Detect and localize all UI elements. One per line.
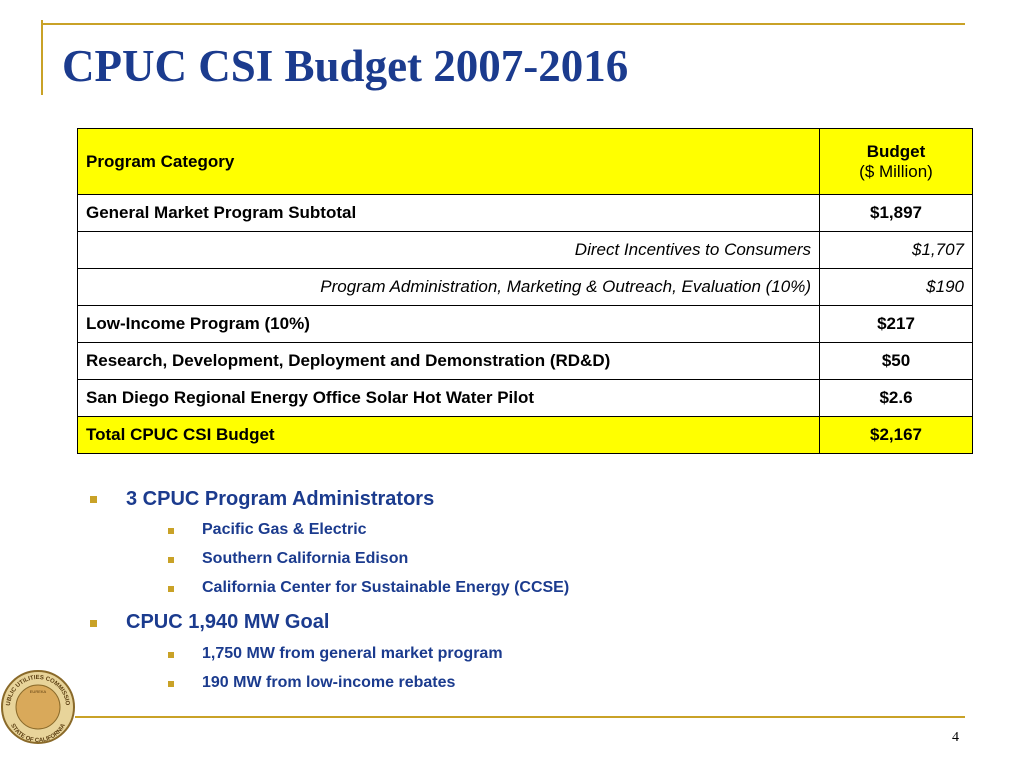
cell: $217 (819, 305, 973, 343)
row: Direct Incentives to Consumers $1,707 (77, 231, 973, 269)
row: Program Administration, Marketing & Outr… (77, 268, 973, 306)
header-row: Program Category Budget ($ Million) (77, 128, 973, 195)
header-cell: Program Category (77, 128, 820, 195)
cell: San Diego Regional Energy Office Solar H… (77, 379, 820, 417)
cell: $50 (819, 342, 973, 380)
bullet (168, 528, 174, 534)
seal-motto: EUREKA (30, 689, 47, 694)
seal-text: PUBLIC UTILITIES COMMISSION (0, 0, 70, 706)
sub-bullet-text: 1,750 MW from general market program (202, 645, 503, 662)
cell: $190 (819, 268, 973, 306)
cell: General Market Program Subtotal (77, 194, 820, 232)
sub-bullet-text: California Center for Sustainable Energy… (202, 579, 570, 596)
row: General Market Program Subtotal $1,897 (77, 194, 973, 232)
header-cell: Budget ($ Million) (819, 128, 973, 195)
sub-bullet-text: 190 MW from low-income rebates (202, 674, 456, 691)
cell: Direct Incentives to Consumers (77, 231, 820, 269)
bullet-text: CPUC 1,940 MW Goal (126, 611, 330, 633)
total-row: Total CPUC CSI Budget $2,167 (77, 416, 973, 454)
bullet (90, 620, 97, 627)
bullet (168, 586, 174, 592)
seal-top: PUBLIC UTILITIES COMMISSION (0, 0, 70, 706)
bullet (90, 496, 97, 503)
sub-bullet-text: Pacific Gas & Electric (202, 521, 367, 538)
sub-bullet-text: Southern California Edison (202, 550, 409, 567)
cell: Research, Development, Deployment and De… (77, 342, 820, 380)
cell: Low-Income Program (10%) (77, 305, 820, 343)
row: San Diego Regional Energy Office Solar H… (77, 379, 973, 417)
cell: $1,897 (819, 194, 973, 232)
budget-table: Program Category Budget ($ Million) Gener… (77, 128, 973, 454)
cell: $2.6 (819, 379, 973, 417)
cell: $2,167 (819, 416, 973, 454)
seal: PUBLIC UTILITIES COMMISSION STATE OF CAL… (0, 0, 75, 744)
bullet (168, 557, 174, 563)
cell: $1,707 (819, 231, 973, 269)
page-number: 4 (952, 730, 959, 745)
header-unit: ($ Million) (859, 161, 933, 181)
seal-center (15, 684, 61, 730)
row: Low-Income Program (10%) $217 (77, 305, 973, 343)
cell: Total CPUC CSI Budget (77, 416, 820, 454)
header-budget: Budget (866, 141, 926, 161)
bullet (168, 681, 174, 687)
title: CPUC CSI Budget 2007-2016 (62, 41, 629, 91)
bullet (168, 652, 174, 658)
row: Research, Development, Deployment and De… (77, 342, 973, 380)
cell: Program Administration, Marketing & Outr… (77, 268, 820, 306)
bullet-text: 3 CPUC Program Administrators (126, 488, 435, 510)
